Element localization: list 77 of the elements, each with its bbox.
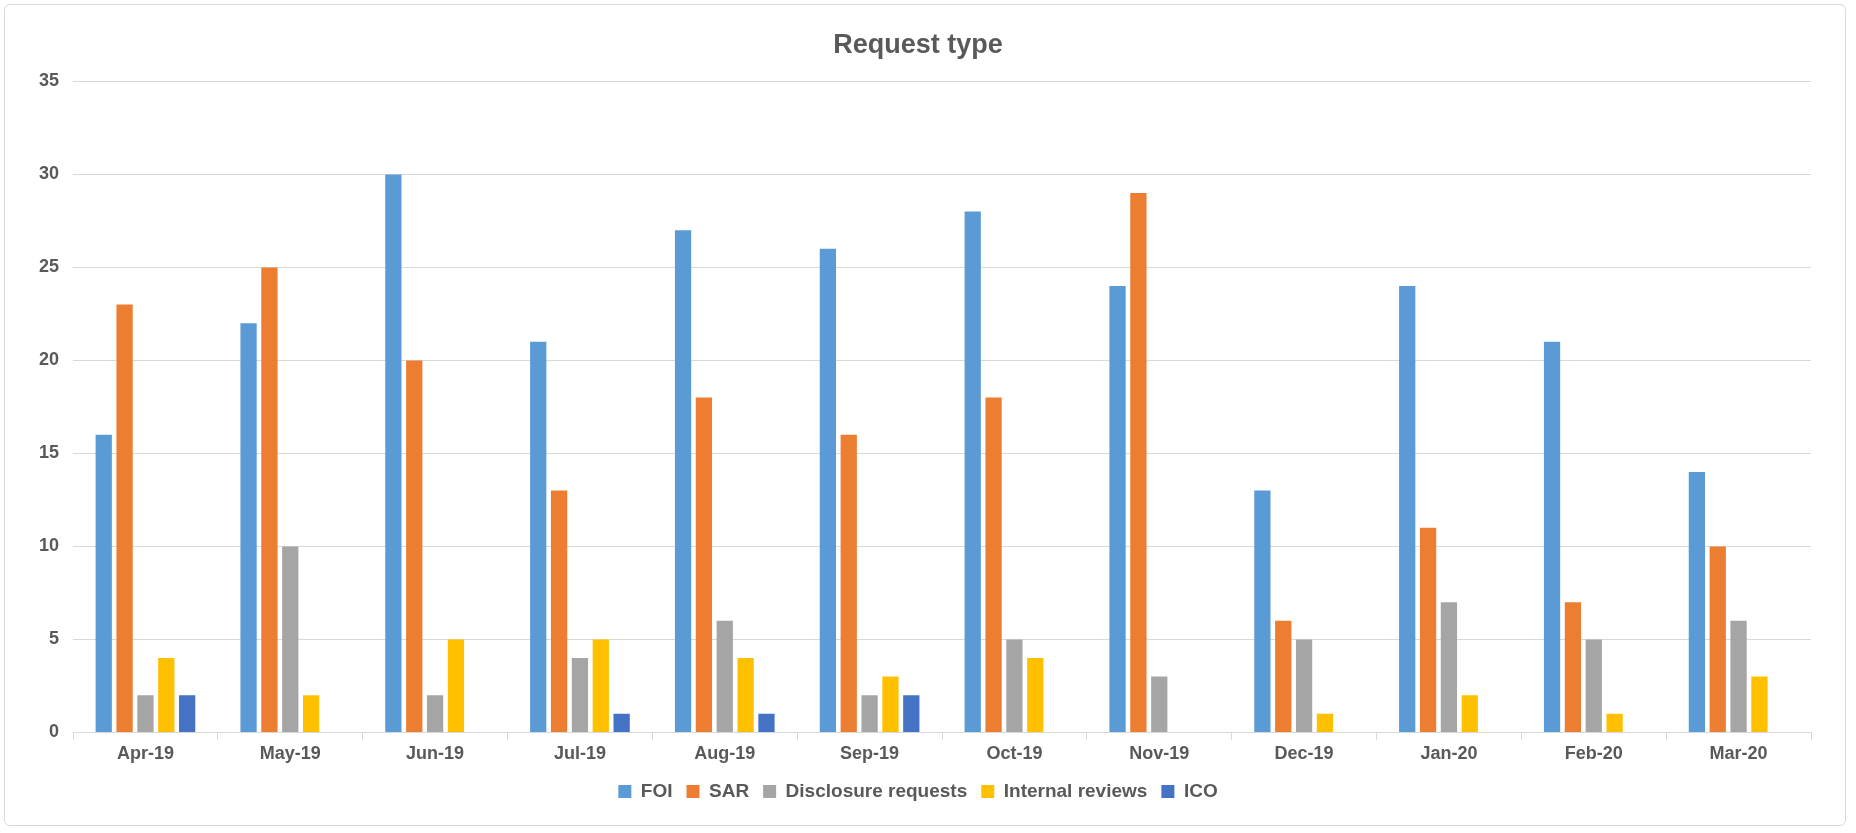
bar [840, 434, 857, 732]
y-tick-label: 25 [38, 256, 60, 277]
bar [95, 434, 112, 732]
y-tick-label: 30 [38, 163, 60, 184]
y-tick-label: 10 [38, 535, 60, 556]
bar [861, 695, 878, 732]
legend-label: SAR [709, 779, 750, 801]
x-tick-label: Mar-20 [1709, 743, 1768, 764]
y-tick-label: 5 [49, 628, 60, 649]
bar [240, 323, 257, 732]
x-tick-label: Jun-19 [406, 743, 465, 764]
x-tick-label: Nov-19 [1129, 743, 1190, 764]
bar [1109, 286, 1126, 732]
bar [1254, 490, 1271, 732]
bar [695, 397, 713, 732]
x-tick-label: May-19 [259, 743, 321, 764]
bar [882, 676, 899, 732]
legend-label: FOI [640, 779, 673, 801]
bar [1027, 658, 1044, 732]
bar [137, 695, 154, 732]
y-tick-label: 0 [49, 721, 60, 742]
legend-label: Internal reviews [1003, 779, 1148, 801]
x-tick-label: Apr-19 [116, 743, 174, 764]
bar [385, 174, 402, 732]
bar [903, 695, 920, 732]
bar [1461, 695, 1478, 732]
bar [1130, 193, 1147, 732]
x-tick-label: Jul-19 [553, 743, 606, 764]
x-tick-label: Oct-19 [986, 743, 1043, 764]
bar [302, 695, 320, 732]
legend-label: Disclosure requests [785, 779, 968, 801]
bar [179, 695, 196, 732]
bar [1006, 639, 1023, 732]
bar [737, 658, 754, 732]
bar [964, 211, 981, 732]
bar [1151, 676, 1168, 732]
bar [674, 230, 692, 732]
x-tick-label: Feb-20 [1564, 743, 1623, 764]
bar [1440, 602, 1458, 732]
bar [571, 658, 589, 732]
bar [426, 695, 444, 732]
bar [819, 248, 837, 732]
y-tick-label: 15 [38, 442, 60, 463]
x-tick-label: Aug-19 [694, 743, 756, 764]
bar [1419, 527, 1437, 732]
bar [716, 620, 733, 732]
bar [158, 658, 175, 732]
bar [1606, 713, 1623, 732]
bar [592, 639, 609, 732]
bar [447, 639, 465, 732]
y-tick-label: 35 [38, 70, 60, 91]
x-tick-label: Dec-19 [1274, 743, 1334, 764]
bar [613, 713, 630, 732]
bar [1730, 620, 1747, 732]
bar [116, 304, 133, 732]
bar [1275, 620, 1292, 732]
y-tick-label: 20 [38, 349, 60, 370]
bar [1543, 341, 1561, 732]
bar [550, 490, 568, 732]
bar [282, 546, 299, 732]
bar [1688, 472, 1706, 732]
bar [1399, 286, 1416, 732]
x-tick-label: Jan-20 [1420, 743, 1478, 764]
bar [758, 713, 775, 732]
bar [1564, 602, 1582, 732]
bar [1316, 713, 1334, 732]
bar [530, 341, 547, 732]
bar [406, 360, 423, 732]
legend-label: ICO [1183, 779, 1218, 801]
bar [261, 267, 278, 732]
bar [985, 397, 1002, 732]
bar [1295, 639, 1313, 732]
x-tick-label: Sep-19 [840, 743, 900, 764]
bar [1751, 676, 1768, 732]
bar [1585, 639, 1602, 732]
bar [1709, 546, 1726, 732]
chart-title: Request type [833, 28, 1003, 59]
